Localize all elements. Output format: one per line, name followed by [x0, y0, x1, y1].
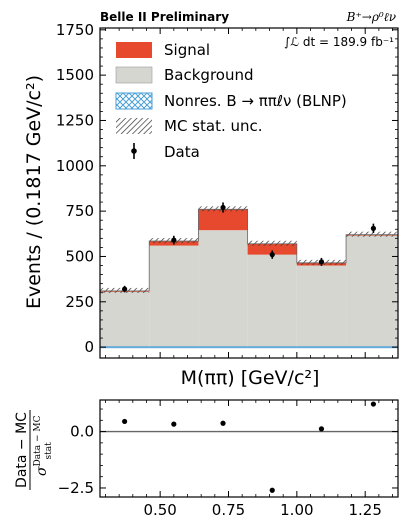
legend-signal-label: Signal [164, 41, 210, 59]
main-y-tick-label: 500 [65, 247, 94, 265]
mc-stat-band [346, 231, 398, 237]
legend-nonres-label: Nonres. B → ππℓν (BLNP) [164, 92, 347, 110]
data-point [269, 252, 275, 258]
data-point [171, 237, 177, 243]
pull-y-label-sub: stat [44, 442, 54, 460]
legend: Signal Background Nonres. B → ππℓν (BLNP… [115, 41, 347, 161]
pull-point [370, 401, 376, 407]
pull-y-label-numerator: Data − MC [14, 412, 30, 488]
main-y-tick-label: 1750 [56, 21, 94, 39]
pull-y-axis-label: Data − MC σData − MCstat [14, 410, 54, 490]
main-y-tick-label: 1250 [56, 111, 94, 129]
signal-bar [198, 209, 248, 231]
background-bar [198, 230, 248, 348]
legend-background-label: Background [164, 66, 254, 84]
main-y-axis-label: Events / (0.1817 GeV/c²) [23, 75, 45, 309]
nonres-bar [247, 346, 297, 349]
pull-y-label-sigma: σ [34, 466, 50, 476]
total-outline [99, 208, 398, 348]
legend-data-marker [131, 148, 137, 154]
main-y-tick-label: 1500 [56, 66, 94, 84]
nonres-bar [198, 346, 248, 349]
legend-signal-swatch [116, 42, 152, 58]
signal-bar [247, 243, 297, 255]
pull-y-tick-label: 0.0 [70, 423, 94, 441]
mc-stat-band [247, 240, 297, 246]
experiment-label: Belle II Preliminary [100, 10, 229, 24]
main-y-tick-label: 250 [65, 293, 94, 311]
pull-x-tick-label: 1.00 [280, 501, 313, 519]
main-x-axis-label: M(ππ) [GeV/c²] [181, 367, 320, 389]
pull-point [122, 418, 128, 425]
pull-point [318, 426, 325, 432]
nonres-bar [100, 346, 150, 349]
pull-x-tick-label: 0.75 [212, 501, 245, 519]
pull-x-ticks: 0.50 0.75 1.00 1.25 [105, 400, 393, 519]
background-bar [149, 245, 199, 348]
main-data-points [122, 202, 376, 293]
legend-background-swatch [115, 66, 153, 84]
nonres-bar [346, 346, 398, 349]
background-bar [100, 291, 150, 348]
pull-y-label-denominator: σData − MCstat [33, 415, 54, 476]
pull-plot [100, 401, 398, 493]
main-y-tick-label: 0 [84, 338, 94, 356]
pull-y-ticks: −2.5 0.0 [58, 408, 398, 497]
pull-x-tick-label: 0.50 [143, 501, 176, 519]
legend-nonres-swatch [115, 92, 153, 110]
luminosity-label: ∫ℒ dt = 189.9 fb⁻¹ [284, 35, 394, 49]
main-y-tick-label: 1000 [56, 157, 94, 175]
legend-data-label: Data [164, 143, 200, 161]
process-label: B⁺→ρ⁰ℓν [346, 10, 396, 24]
background-bar [247, 254, 297, 348]
legend-mcstat-label: MC stat. unc. [164, 117, 263, 135]
data-point [370, 225, 376, 231]
background-bar [346, 235, 398, 348]
pull-point [171, 421, 177, 427]
nonres-bar [296, 346, 347, 349]
pull-y-label-sup: Data − MC [33, 415, 43, 466]
background-bar [296, 265, 347, 348]
pull-point [269, 487, 275, 493]
pull-plot-frame [99, 399, 399, 498]
main-stack [99, 206, 398, 349]
pull-y-tick-label: −2.5 [58, 479, 94, 497]
main-y-tick-label: 750 [65, 202, 94, 220]
main-x-ticks [105, 28, 393, 358]
main-y-ticks: 0 250 500 750 1000 1250 1500 1750 [56, 21, 398, 356]
pull-x-tick-label: 1.25 [348, 501, 381, 519]
pull-point [220, 420, 226, 426]
nonres-bar [149, 346, 199, 349]
legend-mcstat-swatch [116, 118, 152, 134]
data-point [122, 286, 128, 292]
data-point [318, 259, 325, 265]
data-point [220, 204, 226, 211]
